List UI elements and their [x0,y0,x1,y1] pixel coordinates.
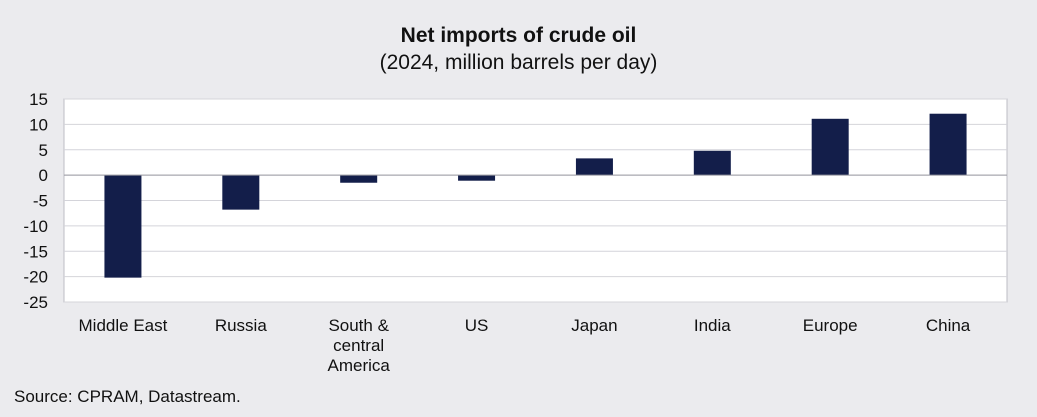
y-tick-label: -25 [23,293,48,312]
y-tick-label: -5 [33,192,48,211]
chart-title: Net imports of crude oil [400,24,637,47]
x-category-label: China [926,316,971,335]
bar [340,175,378,183]
y-tick-label: 10 [29,115,48,134]
x-category-label: Middle East [79,316,168,335]
bar [693,150,731,176]
x-category-label: US [465,316,489,335]
y-tick-label: -20 [23,268,48,287]
x-category-label: India [694,316,731,335]
bar [104,175,142,278]
x-category-label: Europe [803,316,858,335]
x-category-label: central [333,336,384,355]
source-note: Source: CPRAM, Datastream. [14,387,241,406]
bar [222,175,260,210]
y-axis-ticks: 15 10 5 0 -5 -10 -15 -20 -25 [23,90,48,312]
y-tick-label: 0 [39,166,48,185]
y-tick-label: 5 [39,141,48,160]
bar [811,118,849,176]
x-category-label: Japan [571,316,617,335]
bar [929,113,967,176]
chart-subtitle: (2024, million barrels per day) [379,51,658,74]
y-tick-label: -10 [23,217,48,236]
x-category-label: South & [328,316,389,335]
y-tick-label: -15 [23,242,48,261]
y-tick-label: 15 [29,90,48,109]
x-category-label: Russia [215,316,268,335]
x-category-label: America [328,356,391,375]
bar [575,158,613,176]
bars [104,113,967,278]
bar [458,175,496,181]
